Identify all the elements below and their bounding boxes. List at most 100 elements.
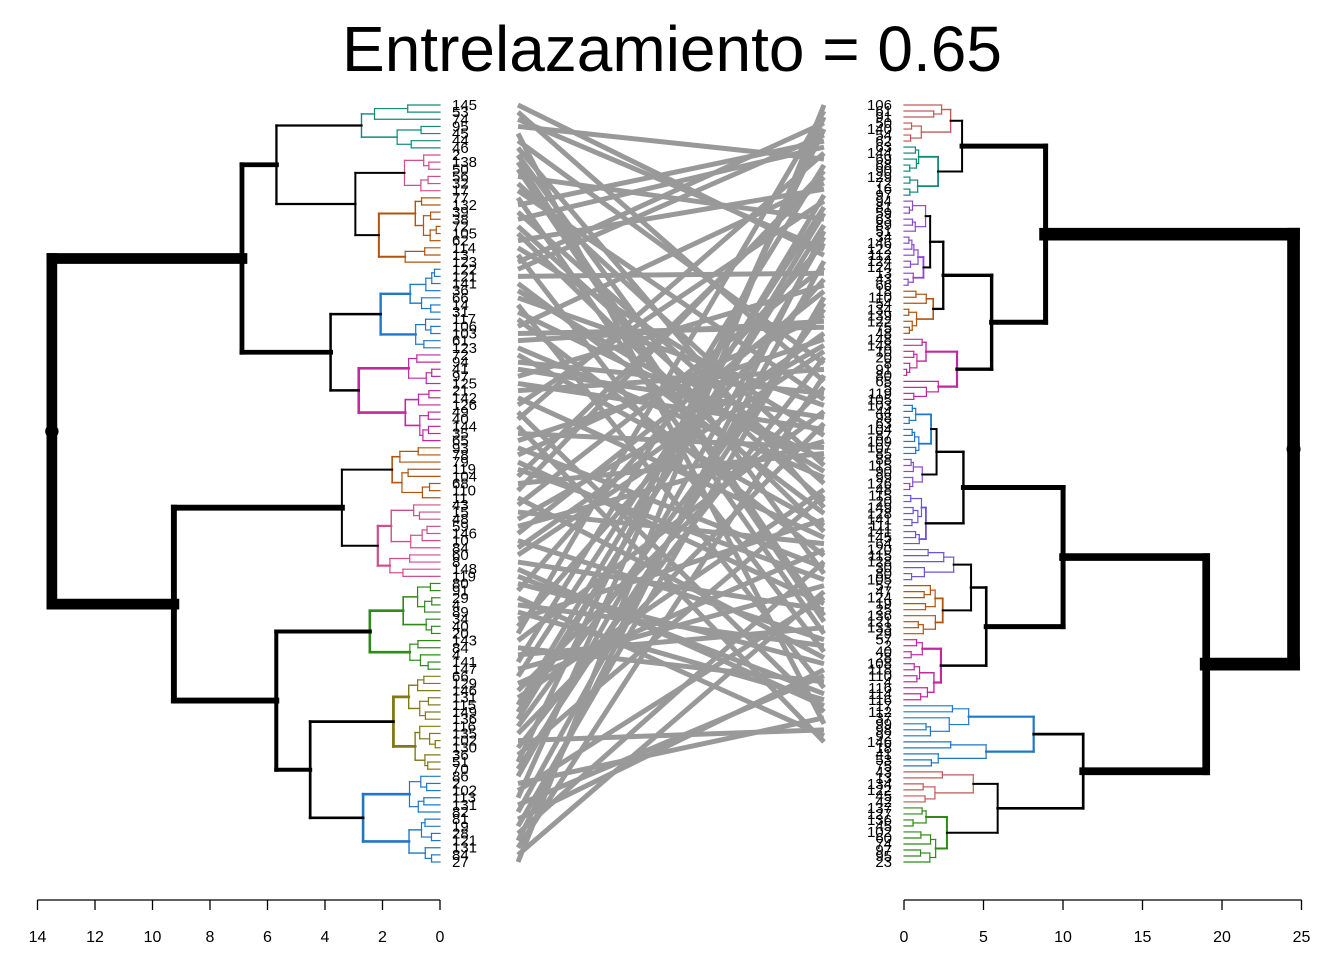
- left-leaf-label: 29: [452, 590, 469, 607]
- right-leaf-label: 69: [875, 151, 892, 168]
- right-leaf-label: 42: [875, 794, 892, 811]
- left-leaf-label: 91: [452, 583, 469, 600]
- left-leaf-label: 79: [452, 454, 469, 471]
- right-leaf-label: 48: [875, 482, 892, 499]
- left-leaf-label: 46: [452, 140, 469, 157]
- left-tick-label: 10: [144, 929, 162, 946]
- connector-line: [516, 493, 826, 757]
- left-leaf-label: 97: [452, 368, 469, 385]
- connector-line: [516, 487, 826, 700]
- left-leaf-label: 31: [452, 304, 469, 321]
- right-leaf-label: 146: [867, 235, 892, 252]
- right-leaf-label: 128: [867, 506, 892, 523]
- left-leaf-label: 19: [452, 818, 469, 835]
- left-leaf-label: 35: [452, 426, 469, 443]
- right-leaf-label: 127: [867, 806, 892, 823]
- right-leaf-label: 54: [875, 295, 892, 312]
- right-leaf-label: 115: [868, 488, 892, 505]
- left-leaf-label: 62: [452, 233, 469, 250]
- left-leaf-label: 131: [452, 797, 477, 814]
- left-leaf-label: 144: [452, 418, 477, 435]
- left-leaf-label: 93: [452, 440, 469, 457]
- right-dendrogram: [903, 104, 1301, 863]
- left-leaf-label: 135: [452, 725, 477, 742]
- right-leaf-label: 57: [875, 578, 892, 595]
- left-leaf-label: 4: [452, 597, 460, 614]
- left-leaf-label: 13: [452, 247, 469, 264]
- left-leaf-label: 53: [452, 104, 469, 121]
- right-leaf-label: 120: [867, 542, 892, 559]
- left-leaf-labels: 1455374954544462138505632177713239387210…: [452, 97, 477, 871]
- right-leaf-label: 75: [875, 319, 892, 336]
- right-leaf-label: 48: [875, 325, 892, 342]
- left-leaf-label: 56: [452, 168, 469, 185]
- right-leaf-label: 118: [868, 662, 892, 679]
- right-leaf-label: 68: [875, 157, 892, 174]
- right-leaf-label: 133: [867, 620, 892, 637]
- left-leaf-label: 119: [452, 461, 476, 478]
- right-leaf-label: 5: [884, 379, 892, 396]
- right-leaf-label: 61: [875, 103, 892, 120]
- left-leaf-label: 20: [452, 625, 469, 642]
- left-leaf-label: 41: [452, 361, 469, 378]
- right-leaf-label: 34: [875, 229, 892, 246]
- left-tick-label: 4: [321, 929, 330, 946]
- right-leaf-label: 16: [875, 181, 892, 198]
- right-leaf-label: 97: [875, 842, 892, 859]
- left-leaf-label: 121: [452, 833, 477, 850]
- left-tick-label: 0: [436, 929, 445, 946]
- left-leaf-label: 145: [452, 97, 477, 114]
- right-leaf-label: 20: [875, 494, 892, 511]
- right-leaf-label: 134: [867, 776, 892, 793]
- connector-line: [516, 132, 826, 272]
- left-leaf-label: 129: [452, 675, 477, 692]
- left-leaf-label: 86: [452, 768, 469, 785]
- left-leaf-label: 84: [452, 540, 469, 557]
- connector-line: [515, 109, 827, 635]
- left-leaf-label: 89: [452, 604, 469, 621]
- left-leaf-label: 123: [452, 254, 477, 271]
- right-tick-label: 15: [1134, 929, 1152, 946]
- right-leaf-label: 105: [867, 572, 892, 589]
- right-leaf-label: 112: [868, 247, 892, 264]
- right-leaf-label: 81: [875, 199, 892, 216]
- left-leaf-label: 125: [452, 376, 477, 393]
- left-leaf-label: 65: [452, 433, 469, 450]
- right-leaf-label: 109: [867, 433, 892, 450]
- left-leaf-label: 115: [452, 697, 476, 714]
- right-leaf-label: 97: [875, 187, 892, 204]
- right-leaf-label: 85: [875, 445, 892, 462]
- chart-title: Entrelazamiento = 0.65: [342, 13, 1002, 85]
- right-leaf-label: 8: [884, 355, 892, 372]
- left-leaf-label: 74: [452, 111, 469, 128]
- right-leaf-label: 91: [875, 109, 892, 126]
- left-leaf-label: 50: [452, 161, 469, 178]
- left-leaf-label: 8: [452, 554, 460, 571]
- left-leaf-label: 110: [452, 483, 476, 500]
- left-leaf-label: 4: [452, 647, 460, 664]
- left-leaf-label: 106: [452, 318, 477, 335]
- left-leaf-label: 136: [452, 711, 477, 728]
- left-leaf-label: 131: [452, 690, 477, 707]
- right-leaf-label: 75: [875, 758, 892, 775]
- right-leaf-label: 114: [868, 686, 892, 703]
- left-leaf-label: 34: [452, 611, 469, 628]
- right-leaf-label: 145: [867, 530, 892, 547]
- right-leaf-label: 90: [875, 163, 892, 180]
- right-leaf-label: 110: [868, 289, 892, 306]
- left-leaf-label: 116: [452, 718, 476, 735]
- right-leaf-label: 43: [875, 764, 892, 781]
- right-leaf-label: 129: [867, 169, 892, 186]
- right-leaf-label: 89: [875, 217, 892, 234]
- left-leaf-label: 14: [452, 297, 469, 314]
- left-leaf-label: 66: [452, 668, 469, 685]
- right-leaf-label: 148: [867, 337, 892, 354]
- right-leaf-labels: 1066191501405462631446968901297216979481…: [867, 97, 892, 871]
- right-leaf-label: 65: [875, 373, 892, 390]
- right-leaf-label: 19: [875, 596, 892, 613]
- left-leaf-label: 28: [452, 825, 469, 842]
- left-leaf-label: 2: [452, 147, 460, 164]
- right-leaf-label: 88: [875, 451, 892, 468]
- left-tick-label: 6: [263, 929, 272, 946]
- right-leaf-label: 18: [875, 740, 892, 757]
